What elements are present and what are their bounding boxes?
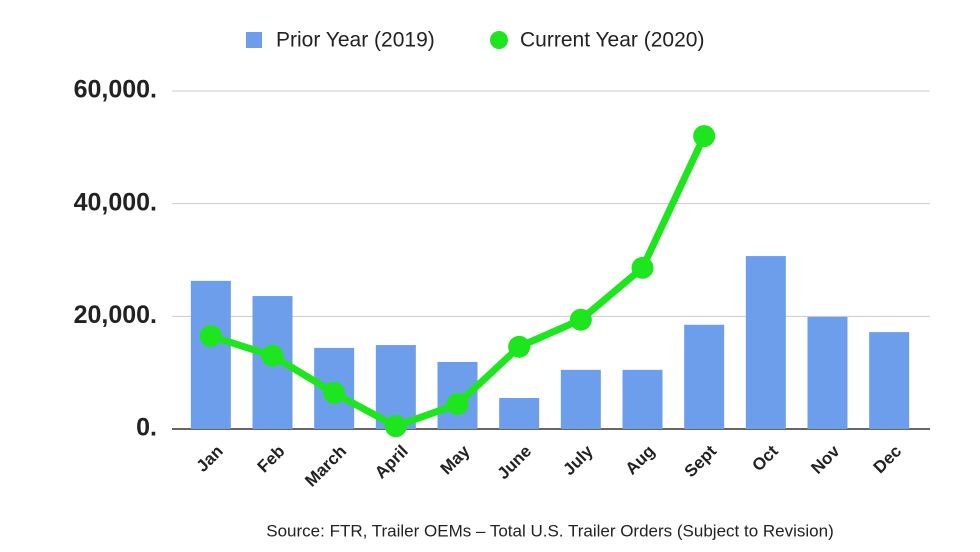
y-tick-label: 60,000. <box>74 76 157 104</box>
point <box>261 344 284 367</box>
bar <box>869 332 910 429</box>
point <box>631 256 654 279</box>
x-tick-label: March <box>301 442 350 491</box>
point <box>569 308 592 331</box>
bar <box>622 369 663 429</box>
x-tick-label: Nov <box>807 441 844 478</box>
x-tick-label: June <box>494 442 535 483</box>
x-tick-label: May <box>437 441 474 478</box>
point <box>199 325 222 348</box>
x-tick-label: April <box>371 442 412 483</box>
legend-label: Prior Year (2019) <box>276 29 435 52</box>
x-tick-label: Sept <box>681 441 721 481</box>
x-tick-label: July <box>559 441 597 479</box>
x-tick-label: Feb <box>254 442 289 477</box>
point <box>323 381 346 404</box>
bar <box>807 316 848 429</box>
x-tick-label: Dec <box>870 442 905 477</box>
bar <box>375 345 416 429</box>
legend-swatch <box>246 32 262 48</box>
x-tick-label: Oct <box>748 441 782 475</box>
point <box>446 393 469 416</box>
source-note: Source: FTR, Trailer OEMs – Total U.S. T… <box>266 521 833 540</box>
legend-label: Current Year (2020) <box>520 29 704 52</box>
x-tick-label: Aug <box>622 442 659 479</box>
bar <box>684 324 725 429</box>
bar <box>190 280 231 429</box>
point <box>384 415 407 438</box>
point <box>508 335 531 358</box>
bar <box>745 256 786 429</box>
bar <box>499 398 540 429</box>
legend-swatch <box>490 31 508 49</box>
y-tick-label: 20,000. <box>74 301 157 329</box>
y-tick-label: 0. <box>136 414 157 442</box>
x-tick-label: Jan <box>193 442 227 476</box>
bar <box>560 369 601 429</box>
point <box>693 125 716 148</box>
y-tick-label: 40,000. <box>74 188 157 216</box>
